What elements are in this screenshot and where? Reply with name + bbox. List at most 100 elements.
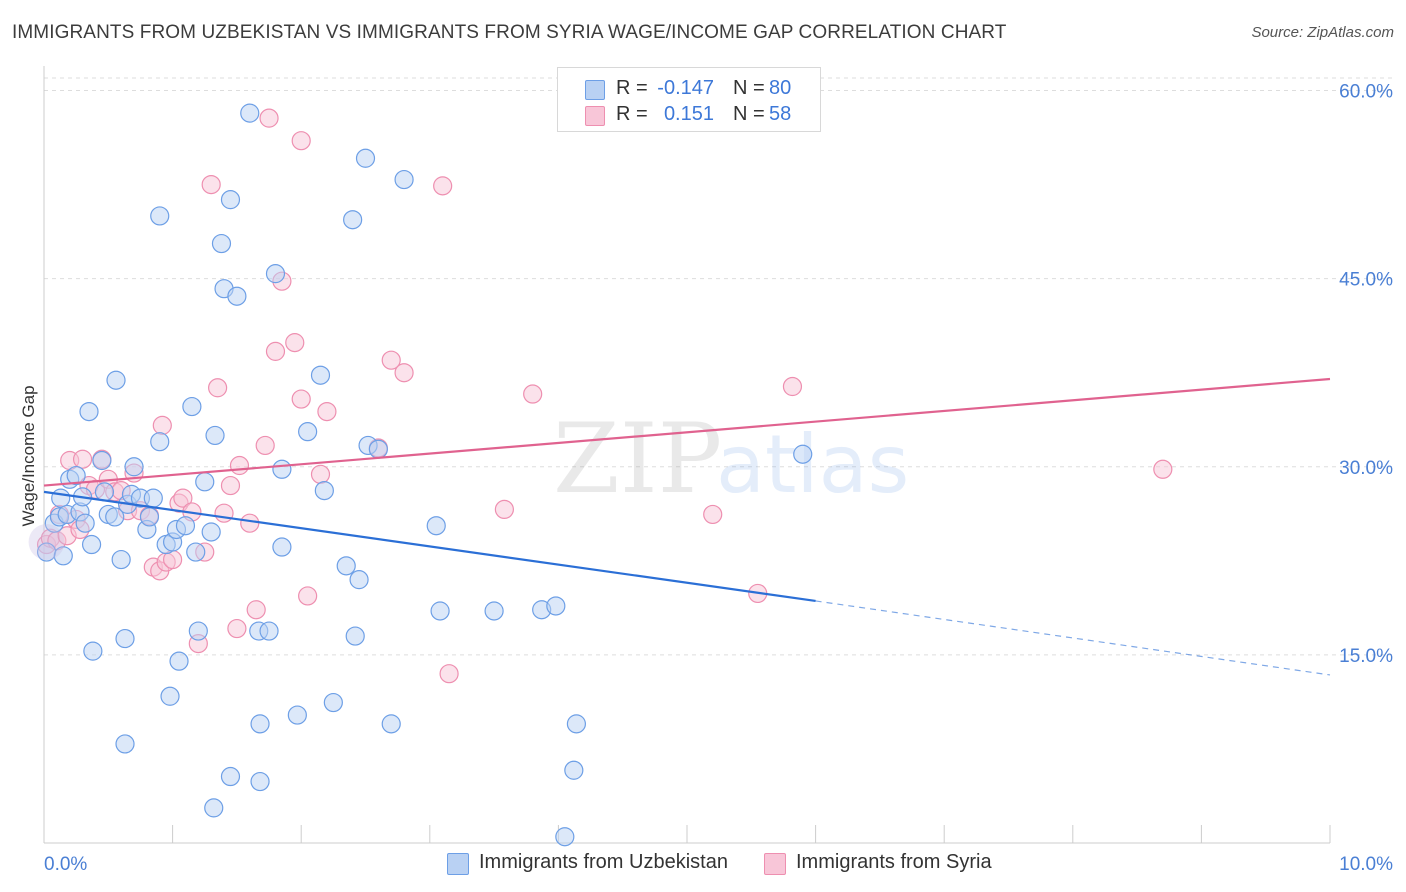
syria-point: [310, 464, 331, 484]
syria-point: [201, 174, 221, 195]
uzbekistan-point: [394, 169, 414, 190]
source-credit: Source: ZipAtlas.com: [1251, 24, 1394, 41]
syria-point: [439, 664, 459, 684]
uzbekistan-point: [566, 714, 587, 734]
legend-r-label: R =: [616, 103, 648, 125]
watermark-zip: ZIP: [553, 403, 722, 515]
syria-point: [220, 475, 241, 496]
uzbekistan-point: [111, 549, 131, 570]
uzbekistan-point: [205, 425, 225, 446]
uzbekistan-point: [314, 480, 334, 501]
uzbekistan-point: [150, 432, 170, 452]
syria-point: [229, 455, 250, 476]
uzbekistan-point: [555, 827, 575, 847]
uzbekistan-point: [195, 472, 215, 492]
syria-point: [523, 384, 543, 404]
syria-point: [255, 435, 275, 456]
uzbekistan-point: [240, 103, 260, 123]
chart-title: IMMIGRANTS FROM UZBEKISTAN VS IMMIGRANTS…: [12, 22, 1007, 43]
uzbekistan-point: [336, 556, 356, 576]
uzbekistan-point: [368, 439, 388, 459]
uzbekistan-point: [115, 628, 135, 649]
syria-point: [1153, 459, 1173, 479]
legend-row-syria: R = 0.151 N = 58: [558, 102, 820, 128]
syria-point: [214, 503, 234, 523]
axes: [43, 66, 1331, 844]
uzbekistan-point: [94, 482, 115, 502]
bottom-legend-swatch-uzbekistan: [447, 853, 469, 875]
y-axis-label: Wage/Income Gap: [19, 385, 38, 526]
syria-point: [291, 131, 311, 151]
legend-swatch-uzbekistan: [585, 80, 605, 100]
uzbekistan-point: [160, 686, 180, 706]
tick-labels: 15.0% 30.0% 45.0% 60.0% 0.0% 10.0%: [44, 82, 1393, 875]
uzbekistan-point: [143, 488, 163, 508]
uzbekistan-point: [105, 507, 125, 527]
uzbekistan-point: [53, 546, 73, 566]
syria-trend-line: [43, 377, 1331, 487]
legend-r-label: R =: [616, 77, 648, 99]
uzbekistan-point: [220, 190, 241, 210]
uzbekistan-point: [298, 422, 318, 442]
syria-point: [381, 350, 401, 370]
bottom-legend-uzbekistan[interactable]: Immigrants from Uzbekistan: [447, 851, 747, 877]
uzbekistan-point: [310, 365, 331, 385]
uzbekistan-point: [51, 488, 71, 508]
syria-point: [240, 513, 260, 533]
uzbekistan-point: [204, 798, 224, 818]
bottom-legend-label: Immigrants from Syria: [796, 851, 992, 873]
uzbekistan-point: [81, 534, 102, 555]
y-tick-label: 15.0%: [1339, 646, 1393, 667]
uzbekistan-point: [211, 233, 232, 254]
uzbekistan-point: [287, 705, 307, 725]
watermark-atlas: atlas: [716, 418, 909, 511]
uzbekistan-point: [220, 766, 241, 787]
legend-n-value: 58: [769, 103, 792, 125]
syria-point: [259, 108, 279, 128]
x-tick-label: 10.0%: [1339, 854, 1393, 875]
uzbekistan-point: [272, 459, 292, 479]
uzbekistan-point: [250, 771, 270, 792]
bottom-legend-label: Immigrants from Uzbekistan: [479, 851, 728, 873]
bottom-legend-syria[interactable]: Immigrants from Syria: [764, 851, 1014, 877]
gridlines: [44, 77, 1392, 656]
syria-point: [317, 401, 337, 422]
uzbekistan-point: [793, 444, 813, 464]
uzbekistan-point: [106, 370, 126, 390]
syria-point: [285, 333, 305, 353]
uzbekistan-point: [355, 148, 376, 168]
uzbekistan-trend-extension: [815, 600, 1331, 676]
syria-point: [265, 341, 286, 361]
x-tick-label: 0.0%: [44, 854, 87, 875]
uzbekistan-point: [345, 626, 365, 646]
bottom-legend-swatch-syria: [764, 853, 786, 875]
legend-n-label: N =: [733, 103, 765, 125]
uzbekistan-point: [182, 396, 202, 417]
trend-layer: [43, 377, 1331, 676]
legend-n-value: 80: [769, 77, 792, 99]
uzbekistan-point: [343, 210, 363, 230]
uzbekistan-point: [188, 621, 208, 641]
uzbekistan-point: [186, 542, 206, 562]
syria-point: [173, 488, 193, 508]
uzbekistan-point: [175, 516, 196, 536]
uzbekistan-point: [546, 596, 566, 616]
y-tick-label: 45.0%: [1339, 270, 1393, 291]
uzbekistan-point: [272, 537, 292, 557]
legend-n-label: N =: [733, 77, 765, 99]
uzbekistan-point: [139, 507, 160, 527]
uzbekistan-point: [201, 522, 221, 542]
syria-point: [433, 176, 453, 196]
watermark: ZIP atlas: [553, 403, 909, 515]
uzbekistan-point: [426, 516, 446, 536]
uzbekistan-point: [169, 651, 189, 671]
uzbekistan-point: [75, 513, 95, 533]
uzbekistan-point: [564, 760, 584, 780]
correlation-legend: R = -0.147 N = 80 R = 0.151 N = 58: [557, 67, 821, 132]
uzbekistan-point: [92, 450, 112, 471]
y-tick-label: 60.0%: [1339, 82, 1393, 103]
legend-r-value: -0.147: [657, 77, 714, 99]
uzbekistan-point: [323, 692, 343, 713]
syria-point: [208, 378, 228, 398]
uzbekistan-point: [66, 465, 86, 486]
